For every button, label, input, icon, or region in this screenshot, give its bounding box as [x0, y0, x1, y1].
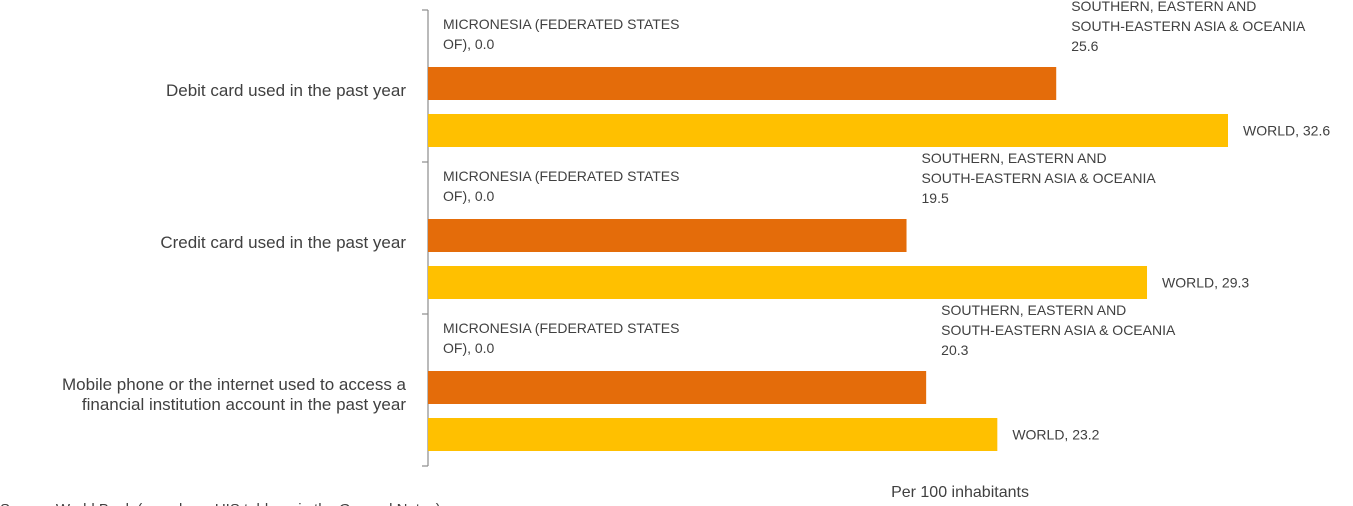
data-label: MICRONESIA (FEDERATED STATES OF), 0.0: [443, 168, 679, 204]
bar: [428, 418, 998, 451]
data-label: SOUTHERN, EASTERN AND SOUTH-EASTERN ASIA …: [1071, 0, 1306, 54]
data-label: SOUTHERN, EASTERN AND SOUTH-EASTERN ASIA …: [922, 150, 1157, 206]
bar: [428, 219, 907, 252]
data-label: MICRONESIA (FEDERATED STATES OF), 0.0: [443, 320, 679, 356]
category-label: Debit card used in the past year: [166, 81, 406, 100]
bar: [428, 114, 1228, 147]
x-axis-title: Per 100 inhabitants: [891, 484, 1029, 501]
data-label: WORLD, 23.2: [1012, 427, 1099, 443]
source-note: Source: World Bank (see also a UIS table…: [0, 501, 445, 506]
data-label: MICRONESIA (FEDERATED STATES OF), 0.0: [443, 16, 679, 52]
data-label: SOUTHERN, EASTERN AND SOUTH-EASTERN ASIA …: [941, 302, 1176, 358]
bar: [428, 67, 1057, 100]
data-label: WORLD, 29.3: [1162, 275, 1249, 291]
category-label: Credit card used in the past year: [160, 233, 406, 252]
category-label: Mobile phone or the internet used to acc…: [62, 375, 407, 414]
bar: [428, 266, 1148, 299]
data-label: WORLD, 32.6: [1243, 123, 1330, 139]
bar: [428, 371, 927, 404]
